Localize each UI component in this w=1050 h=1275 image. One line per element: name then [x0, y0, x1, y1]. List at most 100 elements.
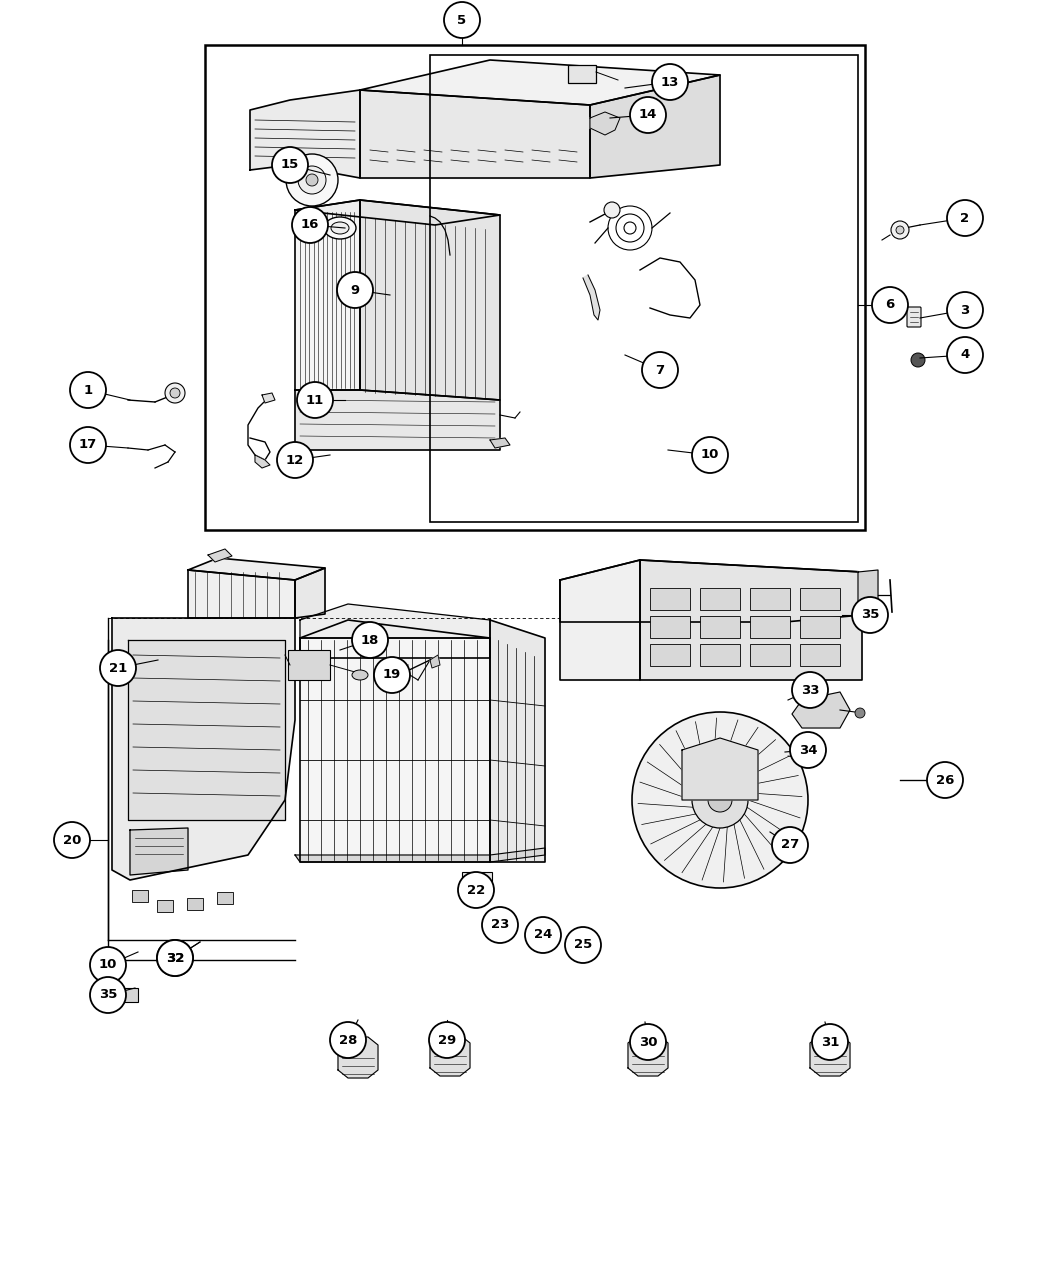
Circle shape [429, 1023, 465, 1058]
Text: 30: 30 [638, 1035, 657, 1048]
Polygon shape [295, 200, 360, 390]
Bar [430, 55, 858, 521]
Text: 24: 24 [533, 928, 552, 941]
Circle shape [525, 917, 561, 952]
Polygon shape [360, 200, 500, 400]
Bar [750, 588, 790, 609]
Circle shape [911, 353, 925, 367]
Circle shape [90, 947, 126, 983]
Polygon shape [300, 638, 490, 862]
Circle shape [812, 1024, 848, 1060]
Text: 17: 17 [79, 439, 97, 451]
Polygon shape [295, 390, 500, 450]
Text: 25: 25 [574, 938, 592, 951]
Polygon shape [208, 550, 232, 562]
Ellipse shape [352, 669, 367, 680]
Bar [158, 900, 173, 912]
Circle shape [947, 292, 983, 328]
Circle shape [604, 201, 620, 218]
Circle shape [337, 272, 373, 309]
Polygon shape [590, 75, 720, 178]
Polygon shape [858, 570, 878, 622]
Text: 31: 31 [821, 1035, 839, 1048]
Circle shape [630, 97, 666, 133]
Polygon shape [255, 455, 270, 468]
Polygon shape [640, 560, 862, 680]
Polygon shape [295, 200, 500, 224]
Circle shape [286, 154, 338, 207]
Text: 32: 32 [166, 951, 184, 964]
Circle shape [632, 711, 808, 887]
Text: 7: 7 [655, 363, 665, 376]
Circle shape [855, 708, 865, 718]
Text: 23: 23 [490, 918, 509, 932]
Circle shape [947, 337, 983, 374]
Circle shape [374, 657, 410, 694]
Circle shape [792, 672, 828, 708]
Circle shape [795, 754, 805, 762]
Text: 9: 9 [351, 283, 359, 297]
Bar [462, 872, 492, 892]
Text: 19: 19 [383, 668, 401, 682]
Circle shape [70, 427, 106, 463]
Circle shape [272, 147, 308, 184]
Text: 14: 14 [638, 108, 657, 121]
Circle shape [482, 907, 518, 944]
Text: 21: 21 [109, 662, 127, 674]
Circle shape [444, 3, 480, 38]
Polygon shape [262, 393, 275, 403]
Text: 11: 11 [306, 394, 324, 407]
Text: 28: 28 [339, 1034, 357, 1047]
Text: 35: 35 [99, 988, 118, 1001]
Bar [800, 588, 840, 609]
Circle shape [652, 64, 688, 99]
Text: 20: 20 [63, 834, 81, 847]
Text: 33: 33 [801, 683, 819, 696]
Circle shape [692, 437, 728, 473]
Ellipse shape [324, 217, 356, 238]
Bar [750, 644, 790, 666]
Text: 18: 18 [361, 634, 379, 646]
Text: 10: 10 [700, 449, 719, 462]
Text: 27: 27 [781, 839, 799, 852]
Polygon shape [590, 112, 619, 135]
Polygon shape [360, 60, 720, 105]
Polygon shape [360, 91, 590, 178]
Circle shape [165, 382, 185, 403]
Polygon shape [792, 692, 851, 728]
Text: 12: 12 [286, 454, 304, 467]
Text: 32: 32 [166, 951, 184, 964]
Circle shape [630, 1024, 666, 1060]
Circle shape [277, 442, 313, 478]
Bar [700, 644, 740, 666]
Text: 16: 16 [300, 218, 319, 232]
Circle shape [852, 597, 888, 632]
Bar [288, 650, 330, 680]
Polygon shape [490, 620, 545, 862]
Polygon shape [338, 1037, 378, 1077]
Circle shape [100, 650, 136, 686]
Polygon shape [628, 1035, 668, 1076]
Polygon shape [112, 618, 295, 880]
Circle shape [170, 388, 180, 398]
Circle shape [306, 173, 318, 186]
Text: 1: 1 [83, 384, 92, 397]
Polygon shape [295, 567, 326, 618]
Polygon shape [295, 848, 545, 862]
Text: 2: 2 [961, 212, 969, 224]
Circle shape [158, 940, 193, 975]
Polygon shape [490, 439, 510, 448]
Polygon shape [300, 620, 490, 658]
Polygon shape [130, 827, 188, 875]
Polygon shape [560, 560, 862, 622]
Circle shape [70, 372, 106, 408]
Polygon shape [430, 655, 440, 668]
Bar [132, 890, 148, 901]
Bar [700, 588, 740, 609]
Polygon shape [300, 604, 490, 638]
Circle shape [54, 822, 90, 858]
Circle shape [565, 927, 601, 963]
Bar [800, 644, 840, 666]
Polygon shape [430, 1035, 470, 1076]
Bar [120, 988, 138, 1002]
